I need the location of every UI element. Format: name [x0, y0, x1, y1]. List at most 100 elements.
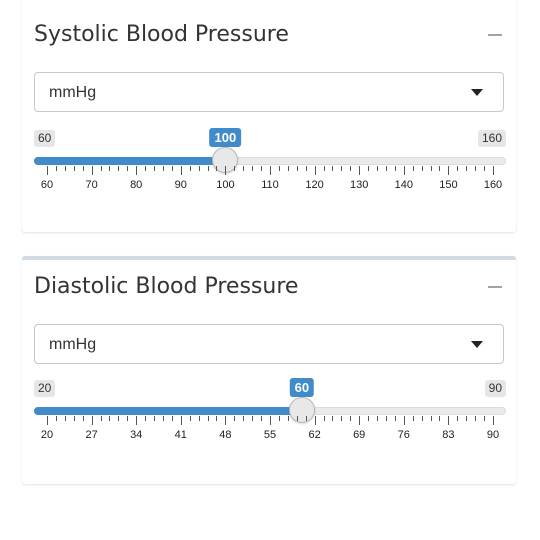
slider-tick-minor: [377, 416, 379, 421]
slider-tick-minor: [189, 166, 191, 171]
slider-tick-major: [180, 166, 182, 175]
slider-tick-minor: [439, 416, 441, 421]
slider-handle[interactable]: [288, 397, 315, 423]
minus-icon[interactable]: [488, 286, 502, 288]
slider-tick-minor: [154, 166, 156, 171]
slider-tick-major: [493, 416, 494, 425]
slider-tick-major: [359, 416, 361, 425]
slider-tick-label: 140: [394, 179, 413, 191]
slider-tick-minor: [332, 166, 334, 171]
slider-tick-label: 100: [216, 179, 235, 191]
slider-tick-minor: [466, 416, 468, 421]
slider-tick-minor: [341, 166, 343, 171]
select-value: mmHg: [49, 84, 97, 101]
slider-ticks: 20 27 34 41 48 55 62 69 76 83 90: [34, 416, 506, 456]
slider-tick-major: [359, 166, 361, 175]
slider-tick-label: 130: [350, 179, 369, 191]
slider-tick-minor: [368, 416, 370, 421]
slider-tick-minor: [287, 416, 289, 421]
slider-tick-label: 160: [483, 179, 503, 191]
slider-tick-minor: [234, 166, 236, 171]
slider-tick-minor: [82, 166, 84, 171]
slider-tick-minor: [287, 166, 289, 171]
slider-max-label: 90: [484, 380, 506, 397]
slider-tick-minor: [118, 416, 120, 421]
minus-icon[interactable]: [488, 34, 502, 36]
slider-tick-major: [270, 416, 271, 425]
slider-tick-minor: [412, 416, 414, 421]
slider-tick-minor: [162, 416, 164, 421]
slider-tick-minor: [296, 166, 298, 171]
slider-tick-label: 70: [85, 179, 98, 191]
slider-tick-minor: [484, 166, 486, 171]
slider-tick-major: [180, 416, 182, 425]
slider-tick-label: 83: [442, 429, 455, 441]
systolic-slider[interactable]: 60 160 100 60 70 80 90 100 110 120 130 140 150 160: [34, 128, 506, 210]
slider-value-label: 60: [289, 378, 315, 397]
slider-tick-minor: [350, 166, 352, 171]
slider-tick-minor: [100, 416, 102, 421]
systolic-card: Systolic Blood Pressure mmHg 60 160 100 …: [22, 0, 516, 232]
slider-tick-label: 20: [40, 429, 54, 441]
slider-tick-minor: [216, 166, 218, 171]
slider-tick-minor: [73, 166, 75, 171]
slider-tick-minor: [145, 166, 147, 171]
slider-tick-minor: [278, 166, 280, 171]
slider-tick-minor: [377, 166, 379, 171]
slider-tick-minor: [341, 416, 343, 421]
slider-tick-major: [448, 416, 450, 425]
slider-tick-minor: [243, 416, 245, 421]
slider-tick-major: [91, 416, 93, 425]
slider-tick-minor: [394, 416, 396, 421]
slider-tick-minor: [118, 166, 120, 171]
slider-tick-minor: [234, 416, 236, 421]
slider-tick-minor: [73, 416, 75, 421]
slider-tick-major: [225, 416, 227, 425]
slider-tick-minor: [55, 166, 57, 171]
slider-tick-minor: [421, 416, 423, 421]
unit-select[interactable]: mmHg: [34, 72, 504, 112]
slider-tick-minor: [430, 166, 432, 171]
slider-tick-minor: [385, 166, 387, 171]
slider-tick-minor: [252, 416, 254, 421]
slider-fill-bar: [34, 157, 226, 165]
slider-tick-minor: [385, 416, 387, 421]
slider-tick-label: 90: [174, 179, 187, 191]
slider-tick-major: [403, 166, 405, 175]
slider-ticks: 60 70 80 90 100 110 120 130 140 150 160: [34, 166, 506, 206]
slider-tick-minor: [127, 416, 129, 421]
slider-tick-minor: [323, 416, 325, 421]
slider-tick-label: 76: [397, 429, 410, 441]
slider-tick-label: 62: [308, 429, 321, 441]
slider-tick-major: [136, 166, 138, 175]
slider-tick-label: 55: [263, 429, 277, 441]
slider-tick-minor: [82, 416, 84, 421]
slider-tick-minor: [198, 416, 200, 421]
slider-tick-minor: [64, 416, 66, 421]
slider-tick-minor: [109, 166, 111, 171]
slider-min-label: 20: [34, 380, 56, 397]
slider-tick-minor: [323, 166, 325, 171]
slider-tick-minor: [412, 166, 414, 171]
slider-tick-label: 34: [130, 429, 143, 441]
slider-tick-minor: [100, 166, 102, 171]
slider-tick-major: [403, 416, 405, 425]
unit-select[interactable]: mmHg: [34, 324, 504, 364]
slider-tick-major: [225, 166, 227, 175]
slider-tick-label: 150: [439, 179, 458, 191]
card-title: Systolic Blood Pressure: [34, 22, 289, 47]
slider-tick-minor: [296, 416, 298, 421]
diastolic-slider[interactable]: 20 90 60 20 27 34 41 48 55 62 69 76 83 90: [34, 378, 506, 460]
slider-tick-minor: [457, 166, 459, 171]
slider-tick-major: [136, 416, 138, 425]
slider-tick-minor: [252, 166, 254, 171]
slider-tick-minor: [394, 166, 396, 171]
slider-tick-minor: [305, 416, 307, 421]
slider-tick-minor: [475, 416, 477, 421]
slider-tick-major: [448, 166, 450, 175]
slider-min-label: 60: [34, 130, 56, 147]
slider-tick-minor: [421, 166, 423, 171]
slider-tick-major: [91, 166, 93, 175]
slider-tick-minor: [207, 166, 209, 171]
slider-tick-major: [314, 416, 316, 425]
